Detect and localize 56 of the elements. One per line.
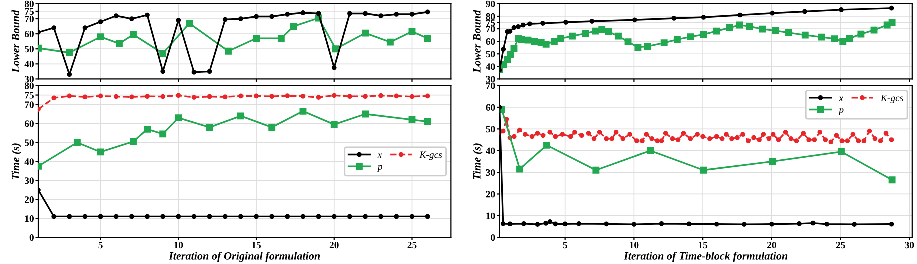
x-tick-label: 30 [905, 242, 914, 249]
y-tick-label: 75 [25, 92, 34, 99]
y-tick-label: 50 [486, 51, 496, 58]
y-axis-title: Time (s) [12, 144, 22, 180]
y-tick-label: 70 [25, 16, 34, 22]
y-tick-label: 50 [25, 140, 34, 146]
y-tick-label: 80 [486, 13, 496, 20]
y-tick-label: 30 [24, 76, 34, 83]
y-tick-label: 40 [24, 61, 34, 68]
x-tick-label: 5 [563, 242, 568, 249]
y-tick-label: 70 [486, 82, 496, 90]
x-tick-label: 25 [836, 242, 846, 249]
x-tick-label: 20 [330, 242, 339, 249]
x-tick-label: 15 [698, 242, 708, 249]
legend-label: p [377, 165, 382, 172]
y-tick-label: 90 [486, 0, 496, 8]
legend-label: x [839, 96, 844, 102]
x-tick-label: 10 [174, 242, 184, 249]
y-tick-label: 60 [24, 120, 34, 128]
x-tick-label: 20 [767, 242, 776, 249]
y-tick-label: 80 [24, 82, 34, 90]
y-tick-label: 75 [486, 20, 496, 26]
x-tick-label: 5 [98, 242, 103, 249]
x-tick-label: 15 [252, 242, 262, 249]
y-tick-label: 20 [486, 191, 496, 198]
y-tick-label: 50 [486, 126, 496, 133]
y-tick-label: 40 [486, 148, 496, 154]
y-tick-label: 70 [25, 102, 34, 108]
y-axis-title: Time (s) [473, 144, 484, 180]
y-tick-label: 50 [25, 46, 34, 53]
y-tick-label: 0 [491, 234, 496, 242]
y-tick-label: 30 [486, 76, 496, 83]
y-tick-label: 10 [25, 216, 34, 222]
y-tick-label: 30 [486, 169, 496, 176]
x-tick-label: 10 [630, 242, 639, 249]
y-tick-label: 40 [486, 64, 496, 70]
y-tick-label: 60 [486, 104, 496, 111]
y-tick-label: 70 [486, 26, 496, 33]
y-tick-label: 80 [24, 0, 34, 8]
legend-label: K-gcs [880, 94, 904, 104]
y-axis-title: Lower Bound [12, 10, 20, 73]
y-tick-label: 30 [24, 178, 34, 184]
legend-label: K-gcs [420, 152, 442, 160]
legend-label: p [838, 108, 844, 116]
x-tick-label: 25 [408, 242, 417, 249]
x-axis-title: Iteration of Time-block formulation [624, 252, 788, 262]
y-tick-label: 0 [30, 234, 34, 242]
y-tick-label: 75 [25, 8, 34, 15]
y-axis-title: Lower Bound [473, 10, 481, 73]
legend-label: x [378, 154, 382, 158]
y-tick-label: 60 [24, 30, 34, 38]
y-tick-label: 20 [25, 196, 34, 204]
y-tick-label: 40 [24, 158, 34, 166]
y-tick-label: 10 [486, 212, 496, 220]
x-axis-title: Iteration of Original formulation [168, 252, 320, 262]
y-tick-label: 60 [486, 38, 496, 46]
